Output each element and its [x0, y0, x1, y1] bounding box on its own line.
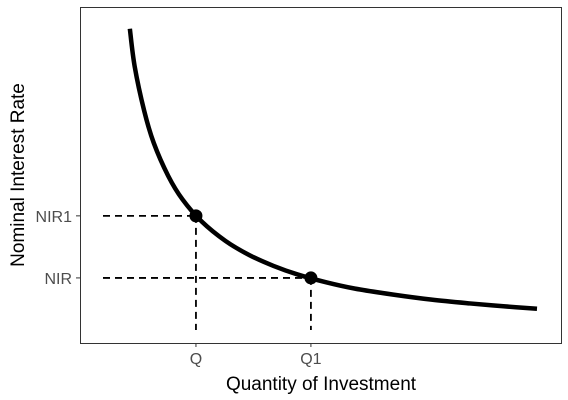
plot-panel — [80, 7, 562, 344]
y-axis-title: Nominal Interest Rate — [8, 83, 29, 267]
series-line-0 — [127, 28, 538, 312]
y-tick-label-1: NIR — [44, 271, 72, 288]
tick-layer: Q Q1 NIR1 NIR — [36, 209, 322, 368]
y-tick-label-0: NIR1 — [36, 209, 73, 226]
x-tick-label-0: Q — [190, 351, 202, 368]
x-axis-title: Quantity of Investment — [226, 374, 417, 395]
series-layer — [127, 28, 538, 312]
points-layer — [189, 209, 318, 285]
data-point-0 — [189, 209, 203, 223]
reference-lines — [103, 214, 312, 330]
data-point-1 — [304, 271, 318, 285]
x-tick-label-1: Q1 — [300, 351, 321, 368]
